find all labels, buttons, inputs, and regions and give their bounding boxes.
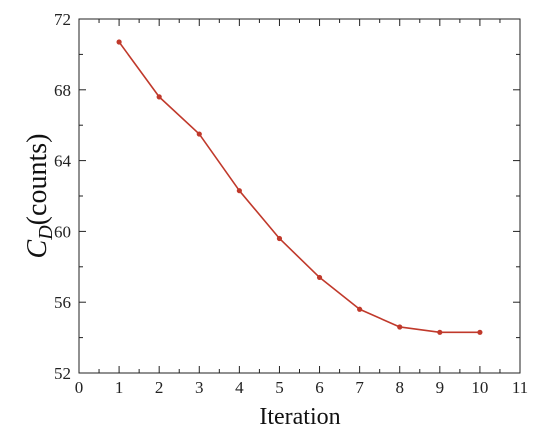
data-point [357, 306, 363, 312]
y-tick-label: 64 [54, 152, 72, 171]
plot-frame [78, 18, 521, 374]
y-tick-label: 72 [54, 10, 71, 29]
y-axis-title-main: C [22, 239, 53, 258]
y-axis-title-subscript: D [35, 225, 57, 241]
x-tick-label: 0 [75, 378, 84, 397]
x-tick-label: 3 [195, 378, 204, 397]
x-tick-label: 4 [235, 378, 244, 397]
data-point [116, 39, 122, 45]
data-point [196, 131, 202, 137]
data-point [276, 235, 283, 242]
x-tick-label: 11 [512, 378, 528, 397]
x-tick-label: 1 [115, 378, 124, 397]
y-tick-label: 52 [54, 364, 71, 383]
y-tick-label: 56 [54, 293, 71, 312]
x-tick-label: 10 [471, 378, 488, 397]
data-point [477, 329, 483, 335]
series-layer [116, 39, 483, 335]
data-point [236, 188, 242, 194]
x-tick-label: 9 [436, 378, 445, 397]
data-point [437, 329, 443, 335]
y-tick-label: 68 [54, 81, 71, 100]
data-point [316, 274, 323, 281]
data-point [156, 94, 162, 100]
x-tick-label: 5 [275, 378, 284, 397]
y-axis-title-rest: (counts) [22, 134, 53, 226]
y-axis-title: CD(counts) [22, 134, 57, 259]
series-line [118, 41, 480, 334]
data-point [397, 324, 403, 330]
x-tick-label: 7 [355, 378, 364, 397]
y-tick-label: 60 [54, 222, 71, 241]
x-tick-label: 2 [155, 378, 164, 397]
x-axis-title: Iteration [259, 404, 340, 430]
x-tick-label: 8 [395, 378, 404, 397]
x-tick-label: 6 [315, 378, 324, 397]
